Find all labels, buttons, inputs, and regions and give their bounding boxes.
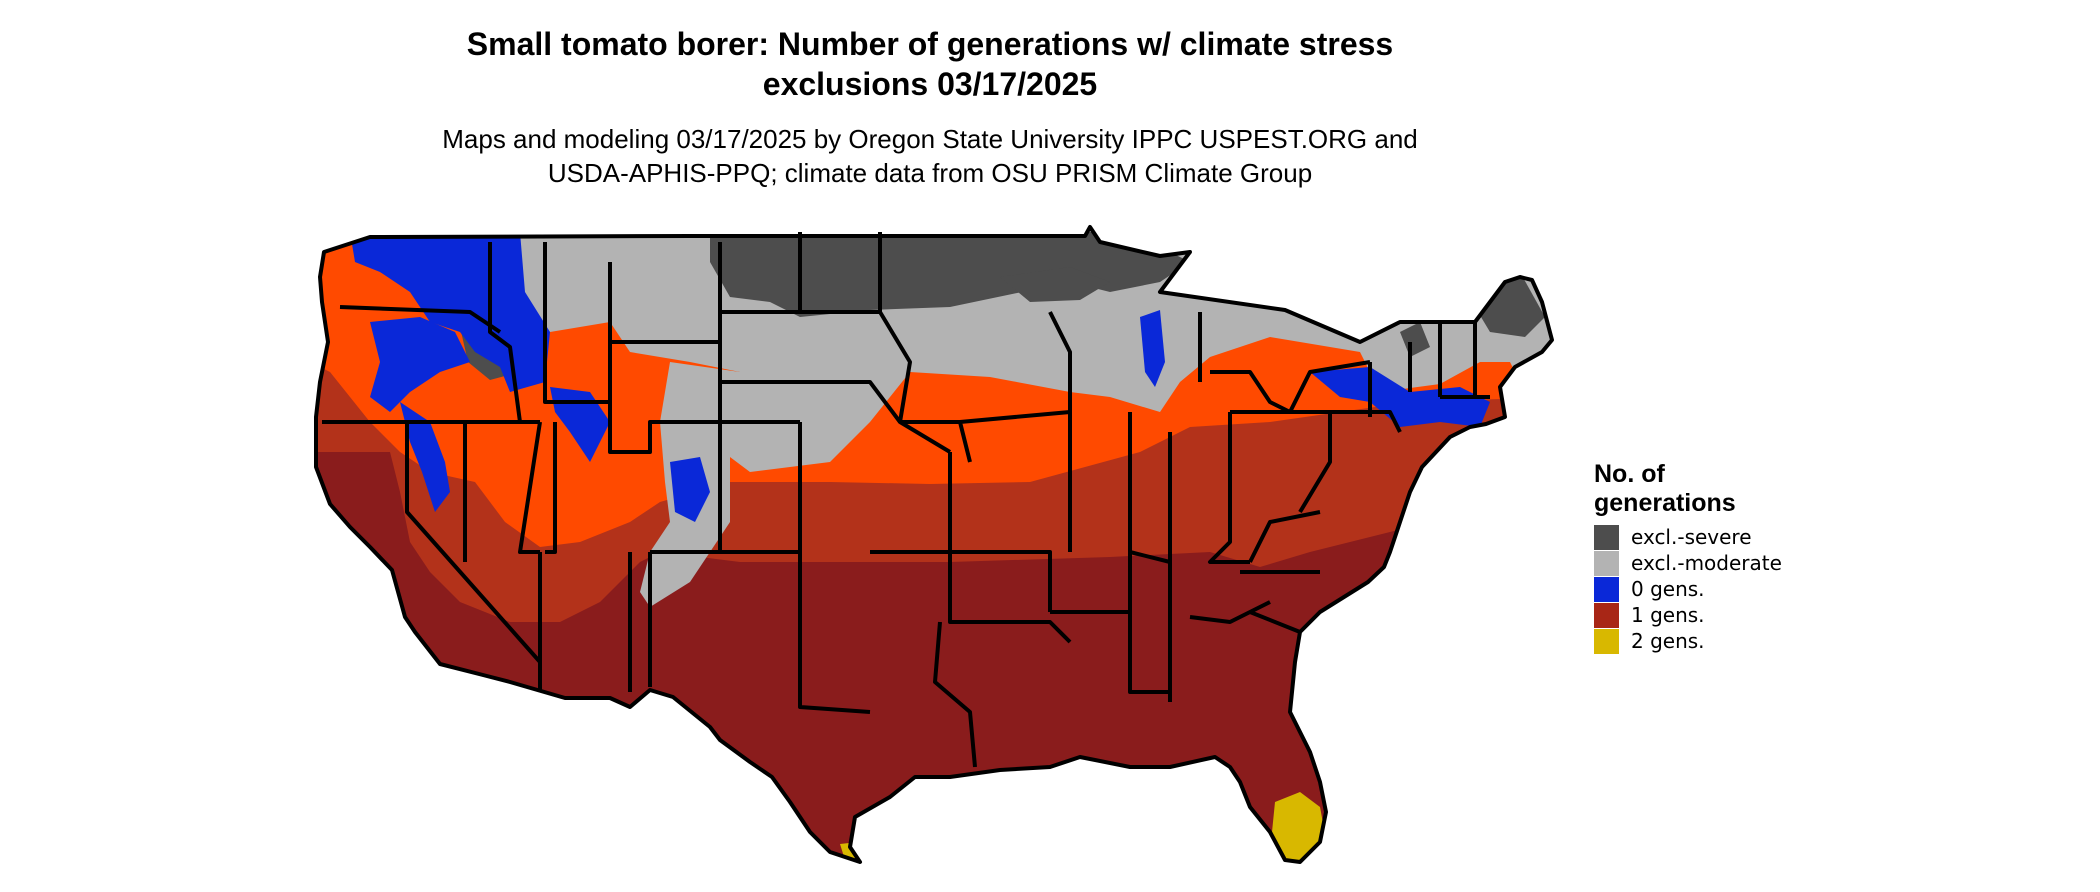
state-lines-central bbox=[798, 232, 1332, 768]
region-0-gens-rockies bbox=[550, 387, 610, 462]
map-title-line-1: Small tomato borer: Number of generation… bbox=[466, 26, 1394, 62]
map-title: Small tomato borer: Number of generation… bbox=[290, 24, 1570, 104]
legend-label-1-gens: 1 gens. bbox=[1631, 602, 1705, 627]
region-2-gens-florida bbox=[1272, 792, 1325, 862]
map-subtitle-line-1: Maps and modeling 03/17/2025 by Oregon S… bbox=[442, 124, 1418, 154]
legend-item-excl-moderate: excl.-moderate bbox=[1594, 550, 1894, 576]
legend-swatch-2-gens bbox=[1594, 628, 1619, 654]
region-0-gens-michigan bbox=[1140, 310, 1165, 387]
region-excl-severe-adirondack bbox=[1400, 322, 1430, 357]
region-excl-severe-north bbox=[710, 232, 1190, 317]
legend-swatch-1-gens bbox=[1594, 602, 1619, 628]
legend-swatch-excl-severe bbox=[1594, 524, 1619, 550]
state-lines-west bbox=[322, 232, 902, 692]
legend-swatch-0-gens bbox=[1594, 576, 1619, 602]
legend-swatch-excl-moderate bbox=[1594, 550, 1619, 576]
legend-title-line-1: No. of bbox=[1594, 460, 1665, 488]
state-lines-east bbox=[1048, 311, 1490, 634]
us-outline bbox=[314, 225, 1554, 864]
region-excl-severe-michigan bbox=[1000, 267, 1110, 302]
us-generations-map bbox=[314, 225, 1554, 864]
legend-item-1-gens: 1 gens. bbox=[1594, 602, 1894, 628]
legend-item-2-gens: 2 gens. bbox=[1594, 628, 1894, 654]
legend-title-line-2: generations bbox=[1594, 489, 1736, 517]
legend-title: No. of generations bbox=[1594, 460, 1894, 518]
map-subtitle: Maps and modeling 03/17/2025 by Oregon S… bbox=[290, 122, 1570, 190]
region-0-gens-oregon bbox=[370, 317, 470, 412]
legend-label-excl-moderate: excl.-moderate bbox=[1631, 550, 1782, 575]
legend: No. of generations excl.-severe excl.-mo… bbox=[1594, 460, 1894, 654]
legend-item-excl-severe: excl.-severe bbox=[1594, 524, 1894, 550]
state-borders bbox=[314, 225, 1554, 864]
region-0-gens-sierra bbox=[400, 402, 450, 512]
legend-label-2-gens: 2 gens. bbox=[1631, 628, 1705, 653]
region-0-gens-northeast bbox=[1310, 367, 1490, 427]
legend-label-excl-severe: excl.-severe bbox=[1631, 524, 1752, 549]
map-subtitle-line-2: USDA-APHIS-PPQ; climate data from OSU PR… bbox=[547, 158, 1313, 188]
legend-label-0-gens: 0 gens. bbox=[1631, 576, 1705, 601]
region-0-gens-new-mexico bbox=[670, 457, 710, 522]
map-title-line-2: exclusions 03/17/2025 bbox=[762, 66, 1098, 102]
legend-item-0-gens: 0 gens. bbox=[1594, 576, 1894, 602]
